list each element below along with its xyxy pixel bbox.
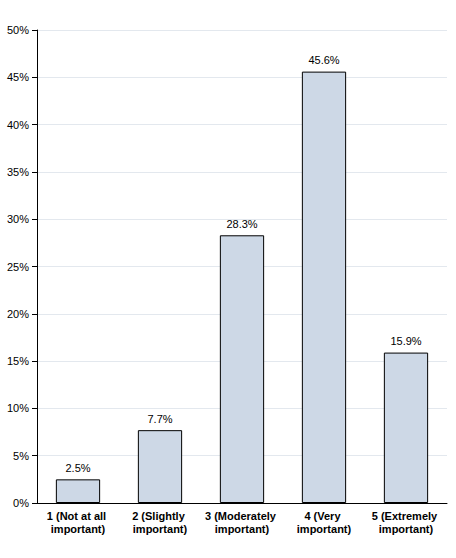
svg-text:important): important) (297, 523, 352, 535)
svg-text:28.3%: 28.3% (226, 218, 257, 230)
svg-text:0%: 0% (13, 497, 29, 509)
svg-text:7.7%: 7.7% (147, 413, 172, 425)
svg-text:5 (Extremely: 5 (Extremely (372, 510, 440, 522)
svg-text:1 (Not at all: 1 (Not at all (47, 510, 109, 522)
svg-text:4 (Very: 4 (Very (304, 510, 343, 522)
svg-text:10%: 10% (7, 402, 29, 414)
svg-text:2.5%: 2.5% (65, 462, 90, 474)
svg-text:important): important) (51, 523, 106, 535)
svg-text:50%: 50% (7, 24, 29, 36)
svg-text:15.9%: 15.9% (390, 335, 421, 347)
svg-text:35%: 35% (7, 166, 29, 178)
svg-text:25%: 25% (7, 261, 29, 273)
svg-text:important): important) (133, 523, 188, 535)
svg-text:45.6%: 45.6% (308, 54, 339, 66)
svg-text:40%: 40% (7, 119, 29, 131)
svg-text:3 (Moderately: 3 (Moderately (205, 510, 279, 522)
svg-text:30%: 30% (7, 213, 29, 225)
svg-text:5%: 5% (13, 450, 29, 462)
svg-text:15%: 15% (7, 355, 29, 367)
svg-text:45%: 45% (7, 71, 29, 83)
svg-text:2 (Slightly: 2 (Slightly (132, 510, 188, 522)
svg-text:important): important) (379, 523, 434, 535)
svg-text:20%: 20% (7, 308, 29, 320)
svg-text:important): important) (215, 523, 270, 535)
